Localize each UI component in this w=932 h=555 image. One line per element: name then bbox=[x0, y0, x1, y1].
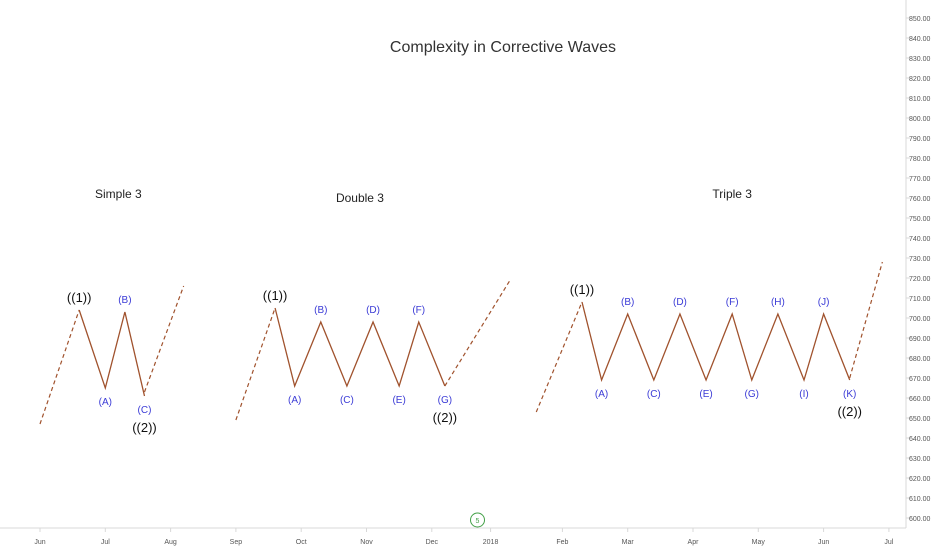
time-tick-label: 2018 bbox=[483, 539, 499, 546]
price-tick-label: 660.00 bbox=[909, 396, 931, 403]
wave-point-label: (D) bbox=[366, 305, 380, 316]
time-tick-label: Aug bbox=[164, 539, 177, 546]
wave-point-label: (G) bbox=[745, 389, 759, 400]
wave-point-label: (C) bbox=[340, 395, 354, 406]
price-tick-label: 790.00 bbox=[909, 136, 931, 143]
wave-point-label: (C) bbox=[138, 405, 152, 416]
degree-label: ((1)) bbox=[67, 290, 92, 305]
price-tick-label: 800.00 bbox=[909, 116, 931, 123]
wave-pattern-3: Triple 3 ((1)) (A) (B) (C) (D) (E) (F) (G) (H) (I)… bbox=[535, 187, 883, 419]
price-tick-label: 720.00 bbox=[909, 276, 931, 283]
wave-point-label: (J) bbox=[818, 297, 830, 308]
price-tick-label: 670.00 bbox=[909, 376, 931, 383]
wave-point-label: (B) bbox=[314, 305, 327, 316]
price-tick-label: 810.00 bbox=[909, 96, 931, 103]
price-tick-label: 850.00 bbox=[909, 16, 931, 23]
wave-pattern-2: Double 3 ((1)) (A) (B) (C) (D) (E) (F) (G) ((2)) bbox=[235, 191, 511, 425]
price-tick-label: 630.00 bbox=[909, 456, 931, 463]
wave-point-label: (F) bbox=[412, 305, 425, 316]
time-tick-label: Oct bbox=[296, 539, 307, 546]
wave-point-label: (B) bbox=[118, 295, 131, 306]
price-tick-label: 770.00 bbox=[909, 176, 931, 183]
wave-point-label: (H) bbox=[771, 297, 785, 308]
wave-point-label: (K) bbox=[843, 389, 856, 400]
time-tick-label: May bbox=[752, 539, 766, 546]
price-tick-label: 740.00 bbox=[909, 236, 931, 243]
impulse-lead-out-line bbox=[849, 261, 883, 379]
time-tick-label: Jun bbox=[34, 539, 45, 546]
chart-title: Complexity in Corrective Waves bbox=[390, 39, 616, 56]
time-tick-label: Jul bbox=[884, 539, 893, 546]
wave-point-label: (E) bbox=[699, 389, 712, 400]
time-tick-label: Mar bbox=[622, 539, 635, 546]
price-tick-label: 730.00 bbox=[909, 256, 931, 263]
time-tick-label: Jul bbox=[101, 539, 110, 546]
time-tick-label: Jun bbox=[818, 539, 829, 546]
price-axis[interactable]: 600.00 610.00 620.00 630.00 640.00 650.00 660.… bbox=[905, 0, 931, 528]
wave-point-label: (I) bbox=[799, 389, 808, 400]
price-tick-label: 750.00 bbox=[909, 216, 931, 223]
time-tick-label: Apr bbox=[688, 539, 700, 546]
time-tick-label: Nov bbox=[360, 539, 373, 546]
time-tick-label: Feb bbox=[556, 539, 568, 546]
price-tick-label: 760.00 bbox=[909, 196, 931, 203]
degree-label: ((2)) bbox=[132, 420, 157, 435]
corrective-wave-line bbox=[581, 301, 851, 383]
price-tick-label: 710.00 bbox=[909, 296, 931, 303]
wave-patterns: Simple 3 ((1)) (A) (B) (C) ((2)) Double 3 ((1))… bbox=[39, 187, 883, 435]
impulse-lead-out-line bbox=[143, 285, 185, 393]
wave-point-label: (A) bbox=[595, 389, 608, 400]
price-tick-label: 640.00 bbox=[909, 436, 931, 443]
price-tick-label: 840.00 bbox=[909, 36, 931, 43]
corrective-wave-line bbox=[274, 307, 446, 389]
price-tick-label: 650.00 bbox=[909, 416, 931, 423]
event-marker-label: 5 bbox=[476, 518, 480, 525]
time-tick-label: Dec bbox=[426, 539, 439, 546]
price-tick-label: 700.00 bbox=[909, 316, 931, 323]
pattern-name: Double 3 bbox=[336, 191, 384, 205]
wave-point-label: (B) bbox=[621, 297, 634, 308]
degree-label: ((1)) bbox=[263, 288, 288, 303]
corrective-wave-line bbox=[78, 309, 146, 397]
price-tick-label: 820.00 bbox=[909, 76, 931, 83]
price-tick-label: 610.00 bbox=[909, 496, 931, 503]
impulse-lead-in-line bbox=[39, 309, 80, 425]
wave-pattern-1: Simple 3 ((1)) (A) (B) (C) ((2)) bbox=[39, 187, 185, 435]
degree-label: ((2)) bbox=[433, 410, 458, 425]
wave-point-label: (C) bbox=[647, 389, 661, 400]
impulse-lead-in-line bbox=[535, 301, 583, 413]
impulse-lead-out-line bbox=[444, 279, 511, 387]
wave-point-label: (A) bbox=[99, 397, 112, 408]
price-tick-label: 680.00 bbox=[909, 356, 931, 363]
price-tick-label: 690.00 bbox=[909, 336, 931, 343]
event-marker-icon[interactable] bbox=[470, 512, 486, 528]
wave-point-label: (G) bbox=[438, 395, 452, 406]
time-axis[interactable]: Jun Jul Aug Sep Oct Nov Dec 2018 Feb Mar Apr May Jun… bbox=[0, 512, 906, 546]
wave-point-label: (E) bbox=[392, 395, 405, 406]
price-tick-label: 620.00 bbox=[909, 476, 931, 483]
price-tick-label: 830.00 bbox=[909, 56, 931, 63]
wave-point-label: (A) bbox=[288, 395, 301, 406]
time-tick-label: Sep bbox=[230, 539, 243, 546]
degree-label: ((2)) bbox=[837, 404, 862, 419]
degree-label: ((1)) bbox=[570, 282, 595, 297]
impulse-lead-in-line bbox=[235, 307, 276, 421]
wave-point-label: (F) bbox=[726, 297, 739, 308]
pattern-name: Triple 3 bbox=[712, 187, 752, 201]
wave-point-label: (D) bbox=[673, 297, 687, 308]
pattern-name: Simple 3 bbox=[95, 187, 142, 201]
price-tick-label: 600.00 bbox=[909, 516, 931, 523]
price-tick-label: 780.00 bbox=[909, 156, 931, 163]
